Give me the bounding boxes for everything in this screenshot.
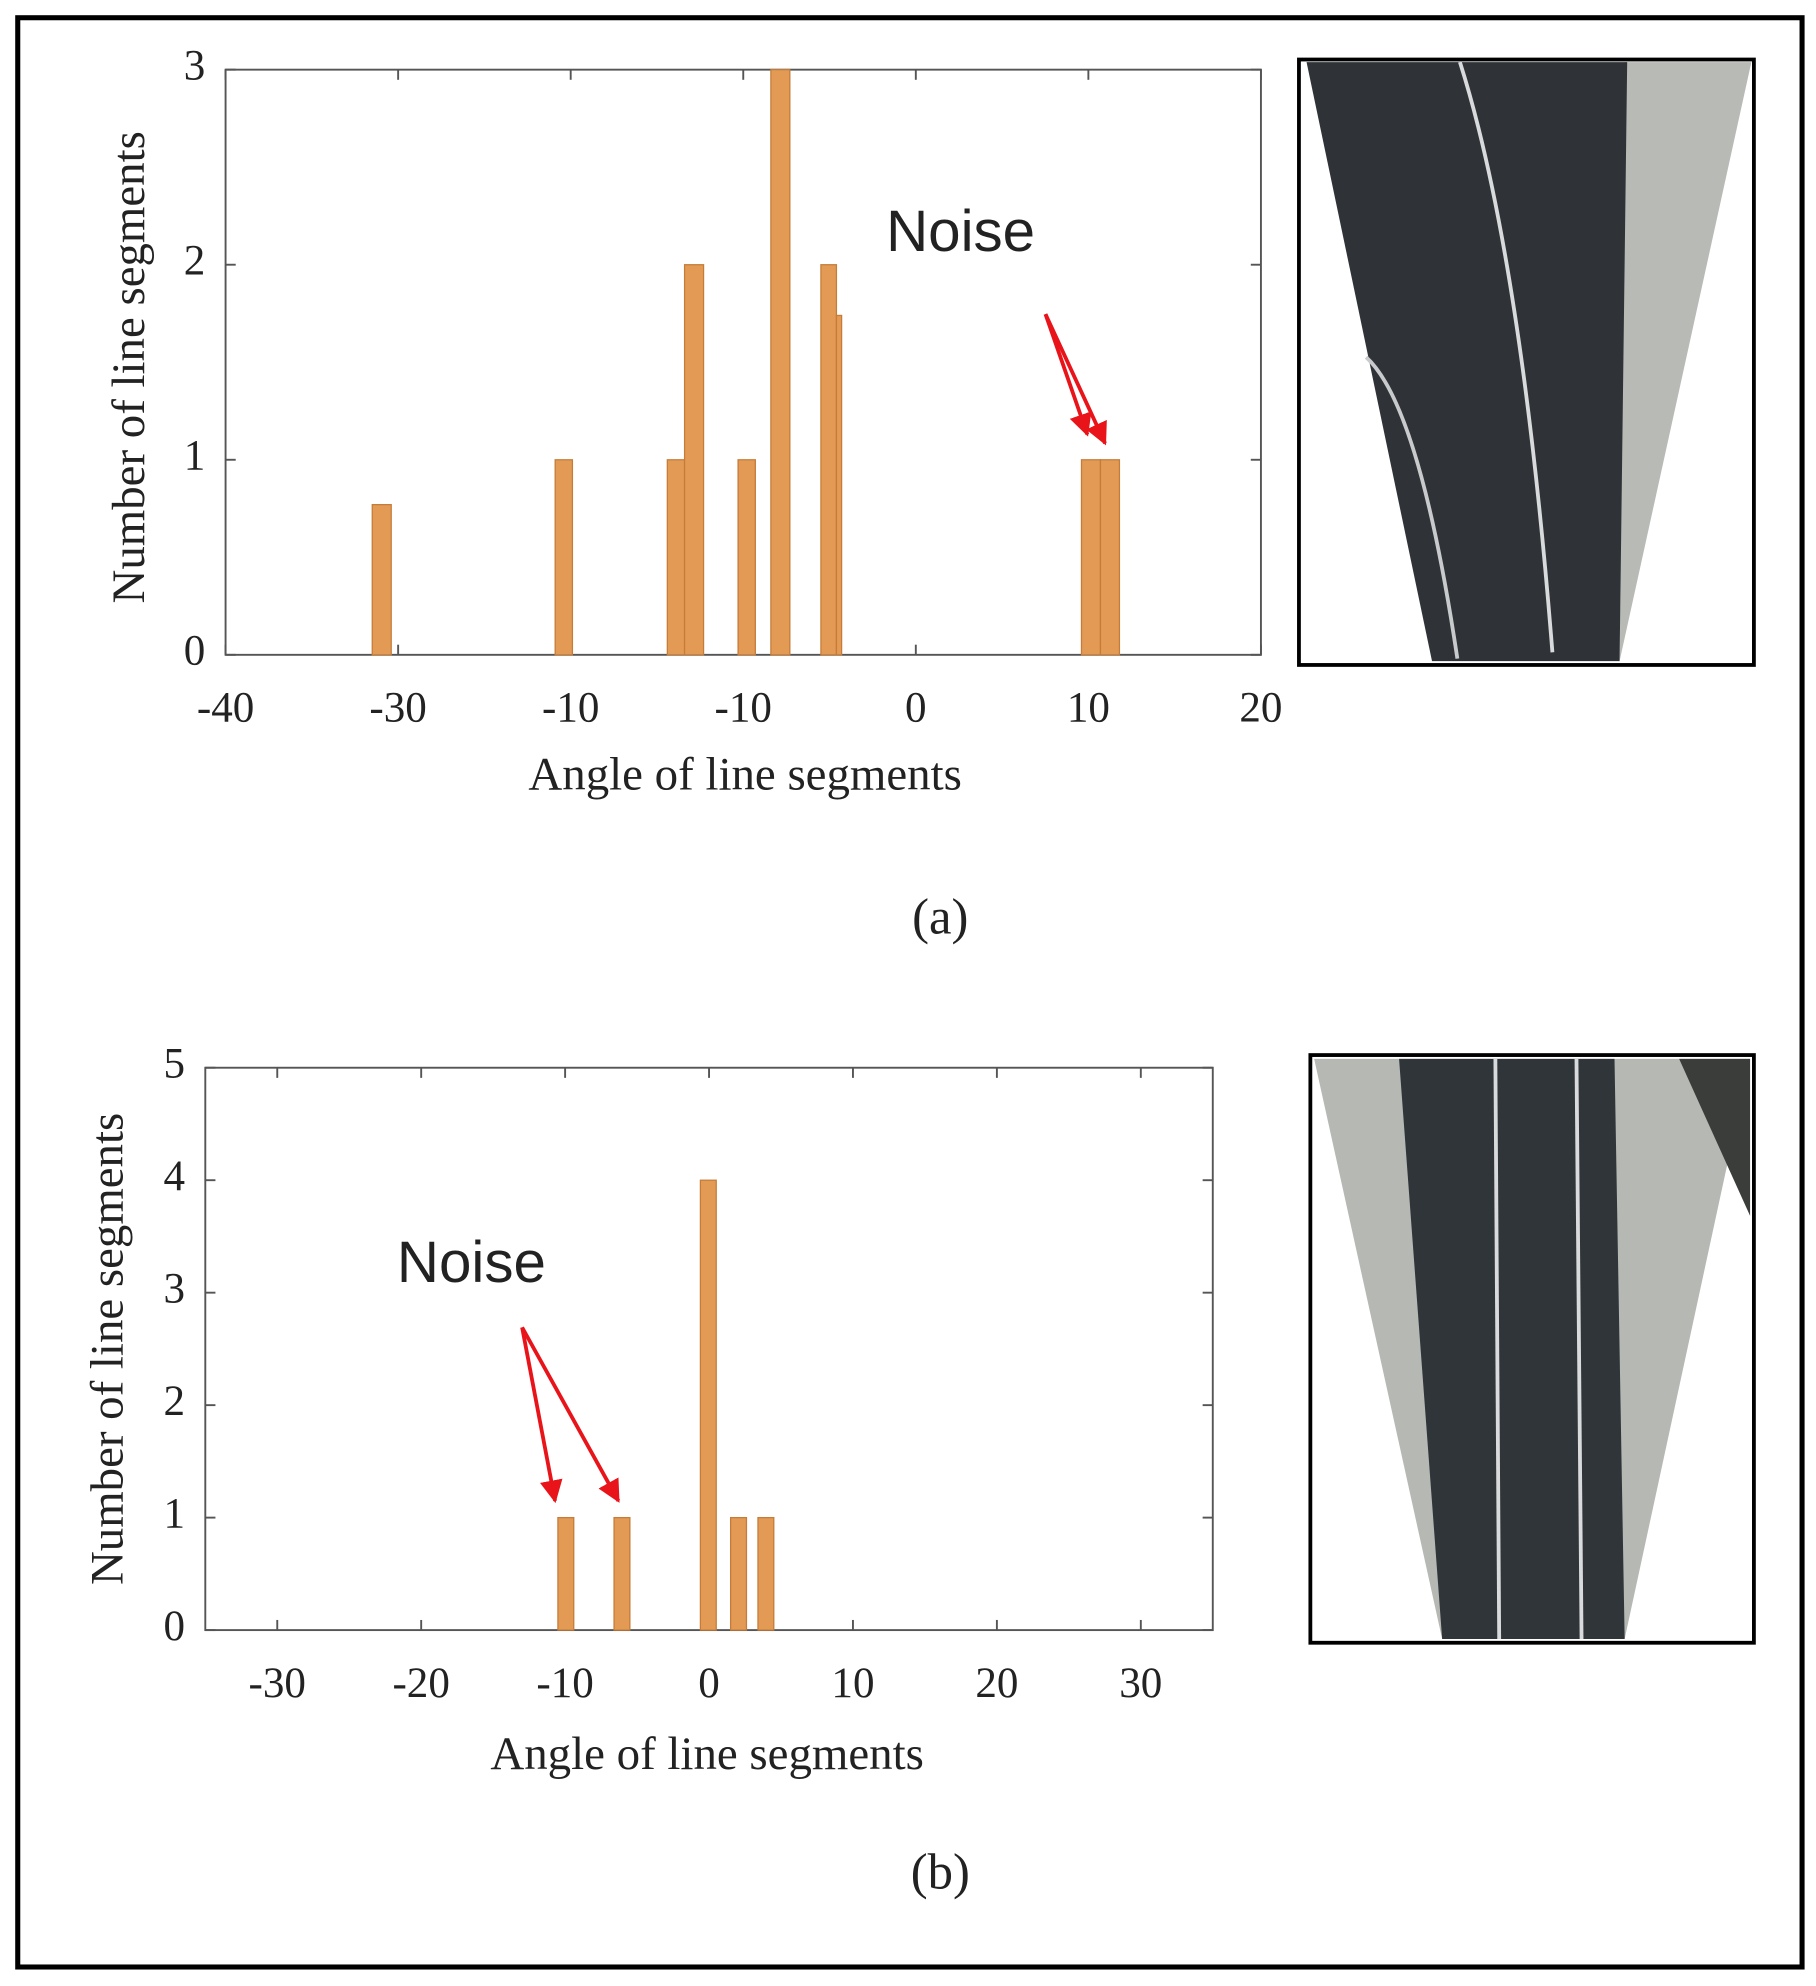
annotation: Noise [397, 1230, 546, 1295]
road [1399, 1058, 1625, 1639]
x-tick-label: 20 [1239, 685, 1282, 732]
x-tick-label: 20 [975, 1660, 1018, 1707]
annotation-arrow [520, 1326, 621, 1503]
bar [1099, 459, 1121, 656]
bar [820, 264, 838, 656]
x-axis-label: Angle of line segments [528, 749, 961, 801]
x-axis-label: Angle of line segments [490, 1728, 923, 1780]
road-shoulder [1619, 62, 1752, 662]
bar [699, 1179, 717, 1631]
lane-line [1364, 355, 1460, 659]
y-tick-label: 4 [163, 1153, 185, 1200]
x-tick-label: -20 [392, 1660, 449, 1707]
x-tick-label: 10 [831, 1660, 874, 1707]
caption: (b) [911, 1844, 970, 1900]
bar [729, 1516, 748, 1631]
lane-line [1574, 1058, 1584, 1639]
y-tick-label: 1 [163, 1491, 185, 1538]
bar [737, 459, 756, 656]
y-axis-label: Number of line segments [103, 131, 155, 603]
x-tick-label: 0 [905, 685, 927, 732]
y-tick-label: 0 [163, 1603, 185, 1650]
y-tick-label: 3 [184, 43, 206, 90]
annotation-arrow [1043, 313, 1092, 437]
x-tick-label: -10 [715, 685, 772, 732]
x-tick-label: -10 [536, 1660, 593, 1707]
x-tick-label: 10 [1067, 685, 1110, 732]
x-tick-label: -30 [369, 685, 426, 732]
bar [1080, 459, 1102, 656]
road [1306, 62, 1628, 662]
photo-b [1308, 1053, 1756, 1645]
y-tick-label: 2 [163, 1378, 185, 1425]
photo-a [1297, 57, 1756, 667]
y-tick-label: 1 [184, 433, 206, 480]
y-tick-label: 5 [163, 1041, 185, 1088]
y-tick-label: 0 [184, 628, 206, 675]
x-tick-label: -40 [197, 685, 254, 732]
bar [371, 503, 392, 656]
lane-line [1458, 61, 1555, 653]
annotation-arrow [1043, 313, 1107, 446]
bar [613, 1516, 631, 1631]
bar [770, 69, 791, 656]
bar [835, 314, 843, 656]
annotation-arrow [520, 1327, 563, 1504]
lane-line [1493, 1058, 1502, 1639]
caption: (a) [912, 889, 968, 945]
x-tick-label: -10 [542, 685, 599, 732]
bar [666, 459, 686, 656]
x-tick-label: -30 [249, 1660, 306, 1707]
bar [757, 1516, 775, 1631]
annotation: Noise [886, 199, 1035, 264]
bar [557, 1516, 575, 1631]
x-tick-label: 30 [1119, 1660, 1162, 1707]
y-tick-label: 3 [163, 1266, 185, 1313]
x-tick-label: 0 [698, 1660, 720, 1707]
bar [683, 264, 705, 656]
y-axis-label: Number of line segments [81, 1113, 133, 1585]
y-tick-label: 2 [184, 238, 206, 285]
bar [554, 459, 574, 656]
